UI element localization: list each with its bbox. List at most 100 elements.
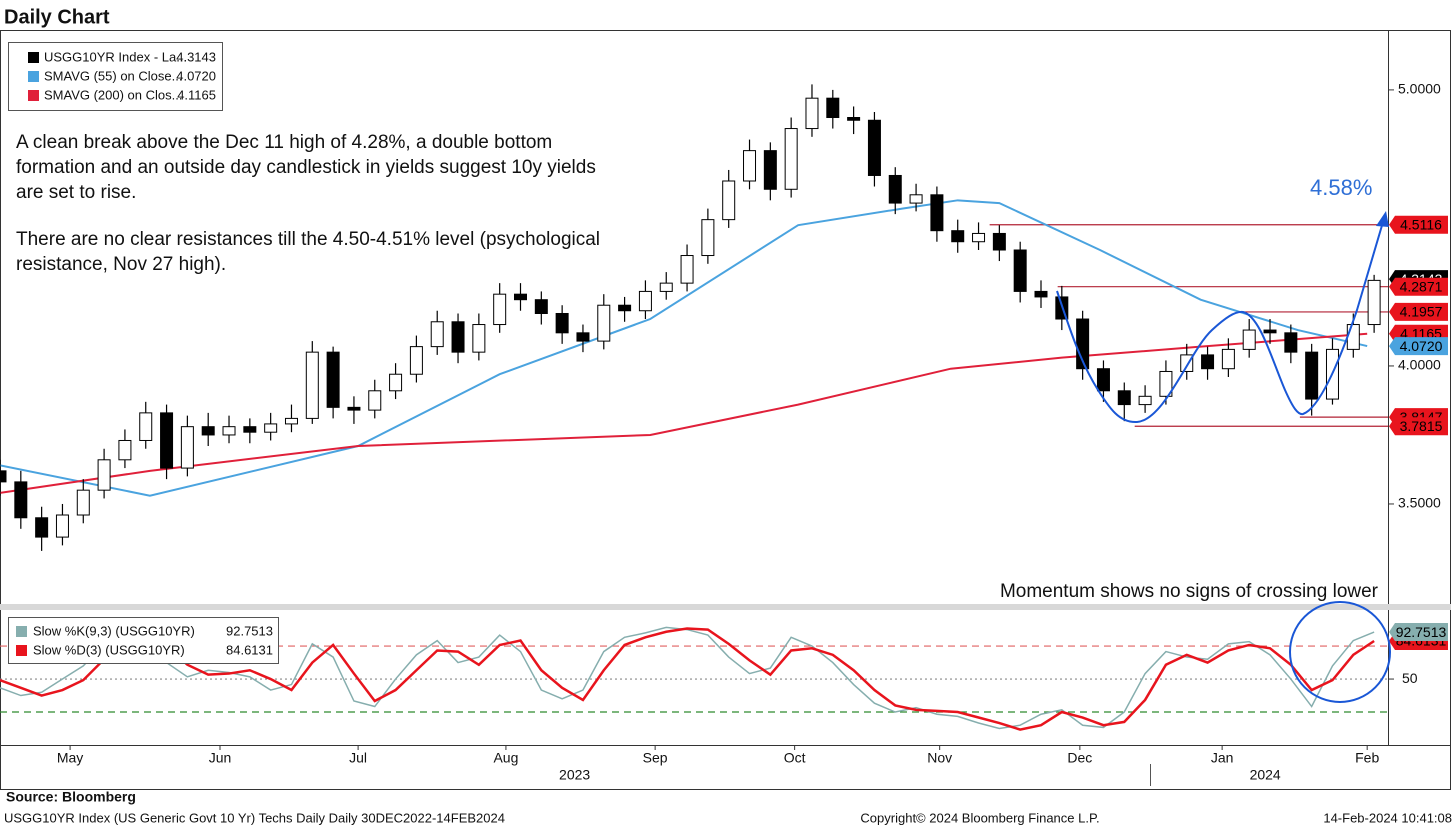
legend-value: 4.0720	[176, 68, 216, 83]
candle-body	[1221, 348, 1235, 370]
legend-label: Slow %D(3) (USGG10YR)	[33, 642, 185, 657]
annotation: There are no clear resistances till the …	[16, 229, 600, 250]
candle-body	[597, 304, 611, 342]
candle-body	[35, 517, 49, 538]
legend-value: 92.7513	[226, 623, 273, 638]
candle-body	[1201, 354, 1215, 370]
candle-body	[618, 304, 632, 312]
candle-body	[1263, 329, 1277, 334]
main-panel: 3.5000 4.0000 5.0000 May Jun Jul Aug Sep Oct Nov D…	[0, 42, 1441, 783]
candle-body	[201, 426, 215, 436]
y-tick-label: 5.0000	[1398, 81, 1441, 97]
momentum-note: Momentum shows no signs of crossing lowe…	[1000, 581, 1379, 602]
price-tags: 4.31434.51164.28714.11654.19574.07203.81…	[1389, 215, 1448, 651]
annotation: formation and an outside day candlestick…	[16, 157, 596, 178]
candle-body	[264, 423, 278, 433]
candle-body	[180, 426, 194, 469]
x-tick-label: Aug	[493, 750, 518, 766]
candle-body	[1242, 329, 1256, 350]
y-tick-label: 3.5000	[1398, 495, 1441, 511]
candle-body	[1159, 370, 1173, 397]
x-tick-label: Dec	[1067, 750, 1092, 766]
price-tag-box	[1389, 302, 1448, 321]
candle-body	[55, 514, 69, 538]
annotation: resistance, Nov 27 high).	[16, 254, 226, 275]
legend-swatch	[16, 626, 27, 637]
candle-body	[805, 97, 819, 130]
price-tag: 4.5116	[1389, 215, 1448, 234]
price-tag: 3.7815	[1389, 417, 1448, 436]
x-tick-label: Jul	[349, 750, 367, 766]
candle-body	[76, 489, 90, 516]
candle-body	[160, 412, 174, 469]
candle-body	[222, 426, 236, 436]
candle-body	[909, 194, 923, 204]
stochastic-panel: 50 Slow %K(9,3) (USGG10YR) 92.7513 Slow %D(…	[0, 617, 1418, 731]
x-tick-label: May	[57, 750, 83, 766]
candle-body	[555, 312, 569, 334]
legend-box	[8, 617, 279, 664]
legend-swatch	[28, 71, 39, 82]
annotation: A clean break above the Dec 11 high of 4…	[16, 132, 552, 153]
candle-body	[1367, 279, 1381, 326]
x-tick-label: Feb	[1355, 750, 1379, 766]
price-tag-label: 4.0720	[1400, 338, 1443, 354]
legend: Slow %K(9,3) (USGG10YR) 92.7513 Slow %D(3)…	[8, 617, 279, 664]
candle-body	[992, 232, 1006, 251]
stochastic-line	[0, 627, 1375, 731]
candle-body	[722, 180, 736, 221]
annotation: are set to rise.	[16, 182, 136, 203]
target-label: 4.58%	[1310, 175, 1372, 200]
candle-body	[659, 282, 673, 292]
candle-body	[430, 321, 444, 348]
candle-body	[784, 128, 798, 190]
candle-body	[701, 219, 715, 257]
copyright: Copyright© 2024 Bloomberg Finance L.P.	[860, 810, 1099, 825]
candle-body	[243, 426, 257, 433]
description: USGG10YR Index (US Generic Govt 10 Yr) T…	[4, 810, 505, 825]
source: Source: Bloomberg	[6, 789, 136, 805]
price-tag-box	[1389, 277, 1448, 296]
candle-body	[451, 321, 465, 353]
year-label: 2024	[1250, 767, 1281, 783]
candle-body	[743, 150, 757, 182]
candle-body	[1013, 249, 1027, 292]
chart-title: Daily Chart	[4, 6, 110, 28]
candle-body	[97, 459, 111, 491]
y-tick-label: 4.0000	[1398, 357, 1441, 373]
price-tag-label: 4.2871	[1400, 278, 1443, 294]
legend-swatch	[28, 52, 39, 63]
stochastic-tag: 92.7513	[1389, 623, 1448, 642]
candle-body	[1117, 390, 1131, 406]
candle-body	[826, 97, 840, 119]
candle-body	[284, 417, 298, 425]
candle-body	[680, 255, 694, 284]
candle-body	[514, 293, 527, 301]
candle-body	[409, 346, 423, 375]
candle-body	[1138, 395, 1152, 406]
momentum-circle	[1289, 601, 1391, 703]
price-tag: 4.2871	[1389, 277, 1448, 296]
candle-body	[1180, 354, 1194, 372]
candle-body	[763, 150, 777, 190]
target-arrowhead	[1376, 211, 1389, 227]
y-tick-label: 50	[1402, 670, 1418, 686]
legend-label: SMAVG (200) on Clos...	[44, 87, 182, 102]
candle-body	[493, 293, 507, 326]
double-bottom-sketch	[1056, 221, 1384, 424]
x-tick-label: Sep	[643, 750, 668, 766]
candle-body	[305, 351, 319, 419]
price-tag-label: 4.5116	[1400, 216, 1442, 232]
candle-body	[472, 324, 486, 353]
legend-swatch	[28, 90, 39, 101]
legend-swatch	[16, 645, 27, 656]
frame	[0, 30, 1451, 790]
stochastic-tag-label: 92.7513	[1396, 624, 1447, 640]
candle-body	[14, 481, 28, 519]
candle-body	[1346, 324, 1360, 350]
candle-body	[0, 470, 7, 483]
price-tag-label: 3.7815	[1400, 418, 1443, 434]
